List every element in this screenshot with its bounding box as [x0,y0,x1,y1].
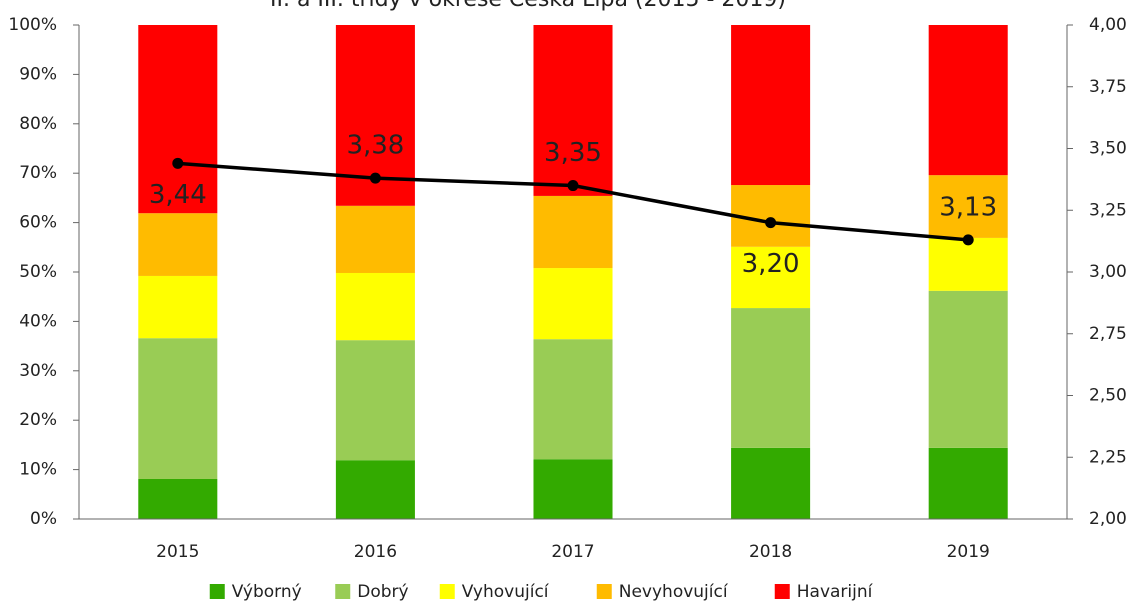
bar-segment [138,478,218,519]
y-tick-label: 70% [19,163,57,183]
y-tick-label: 10% [19,460,57,480]
bar-segment [533,339,613,460]
line-point [765,217,777,229]
data-label: 3,13 [939,192,997,222]
bar-segment [138,213,218,276]
bar-segment [928,175,1008,238]
y-tick-label: 100% [8,15,57,35]
bar-segment [928,447,1008,519]
y-tick-label: 0% [30,509,57,529]
legend-label: Vyhovující [462,582,550,602]
bar-segment [335,460,415,519]
y2-tick-label: 3,25 [1089,200,1127,220]
bar-segment [533,459,613,519]
chart-title: II. a III. třídy v okrese Česká Lípa (20… [270,0,786,12]
x-tick-label: 2018 [749,542,792,562]
legend-label: Výborný [232,582,302,602]
bar-segment [928,25,1008,176]
data-label: 3,35 [544,138,602,168]
y-tick-label: 50% [19,262,57,282]
y2-tick-label: 2,00 [1089,509,1127,529]
y2-tick-label: 3,00 [1089,262,1127,282]
bar-segment [138,275,218,339]
y2-tick-label: 2,75 [1089,324,1127,344]
bar-segment [731,447,811,519]
legend-swatch [439,584,455,599]
y2-tick-label: 3,50 [1089,139,1127,159]
data-label: 3,44 [149,180,207,210]
y-tick-label: 40% [19,311,57,331]
bar-segment [533,25,613,196]
bar-segment [335,272,415,341]
y2-tick-label: 2,25 [1089,447,1127,467]
x-tick-label: 2017 [551,542,594,562]
bar-segment [928,290,1008,448]
bar-segment [138,25,218,214]
bar-segment [731,246,811,309]
x-tick-label: 2015 [156,542,199,562]
bar-segment [731,308,811,448]
legend-swatch [209,584,225,599]
legend-label: Nevyhovující [619,582,729,602]
y2-tick-label: 4,00 [1089,15,1127,35]
y-tick-label: 90% [19,64,57,84]
legend-swatch [774,584,790,599]
y-tick-label: 80% [19,114,57,134]
legend-swatch [335,584,351,599]
x-tick-label: 2016 [354,542,397,562]
line-point [369,172,381,184]
y2-tick-label: 2,50 [1089,386,1127,406]
legend-swatch [596,584,612,599]
bar-segment [533,268,613,340]
bar-segment [731,25,811,186]
bar-segment [335,340,415,461]
y-tick-label: 20% [19,410,57,430]
bar-segment [533,195,613,269]
data-label: 3,38 [346,131,404,161]
bar-segment [335,205,415,273]
y-tick-label: 60% [19,213,57,233]
y2-tick-label: 3,75 [1089,77,1127,97]
bar-segment [928,237,1008,291]
legend-label: Havarijní [797,582,874,602]
line-point [567,180,579,192]
bar-segment [138,338,218,479]
data-label: 3,20 [742,249,800,279]
y-tick-label: 30% [19,361,57,381]
legend-label: Dobrý [357,582,408,602]
x-tick-label: 2019 [947,542,990,562]
line-point [962,234,974,246]
line-point [172,157,184,169]
